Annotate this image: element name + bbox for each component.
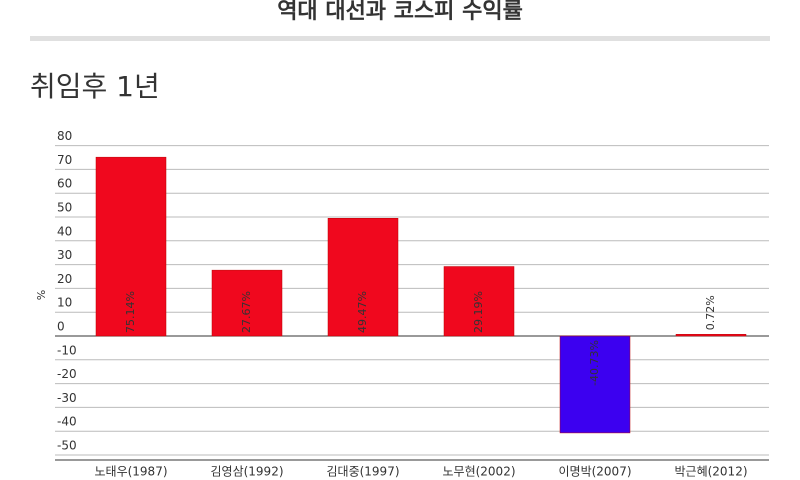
chart-title: 역대 대선과 코스피 수익률 <box>277 0 523 24</box>
y-tick-label: 20 <box>57 272 72 286</box>
value-label: 29.19% <box>472 291 485 333</box>
bar <box>675 334 747 337</box>
title-divider <box>30 36 770 41</box>
value-label: 49.47% <box>356 291 369 333</box>
y-axis-label: % <box>35 290 48 300</box>
x-tick-label: 김영삼(1992) <box>210 465 283 479</box>
y-tick-label: 50 <box>57 201 72 215</box>
chart-subtitle: 취임후 1년 <box>30 70 160 103</box>
y-tick-label: 40 <box>57 224 72 238</box>
x-tick-label: 이명박(2007) <box>558 465 631 479</box>
y-tick-label: -40 <box>57 415 77 429</box>
y-tick-label: -20 <box>57 367 77 381</box>
x-tick-label: 노무현(2002) <box>442 465 515 479</box>
y-tick-label: 70 <box>57 153 72 167</box>
bar <box>211 269 283 337</box>
bar <box>327 218 399 337</box>
y-tick-label: -10 <box>57 343 77 357</box>
x-tick-label: 노태우(1987) <box>94 465 167 479</box>
x-tick-label: 박근혜(2012) <box>674 465 747 479</box>
y-tick-label: 0 <box>57 320 65 334</box>
bar <box>559 335 631 434</box>
value-label: 27.67% <box>240 291 253 333</box>
bar <box>443 266 515 337</box>
value-label: -40.73% <box>588 340 601 386</box>
value-label: 75.14% <box>124 291 137 333</box>
y-tick-label: 80 <box>57 129 72 143</box>
y-tick-label: -30 <box>57 391 77 405</box>
y-tick-label: 30 <box>57 248 72 262</box>
y-tick-label: 60 <box>57 177 72 191</box>
bar <box>95 156 167 337</box>
y-tick-label: 10 <box>57 296 72 310</box>
y-tick-label: -50 <box>57 439 77 453</box>
x-tick-label: 김대중(1997) <box>326 465 399 479</box>
value-label: 0.72% <box>704 295 717 330</box>
